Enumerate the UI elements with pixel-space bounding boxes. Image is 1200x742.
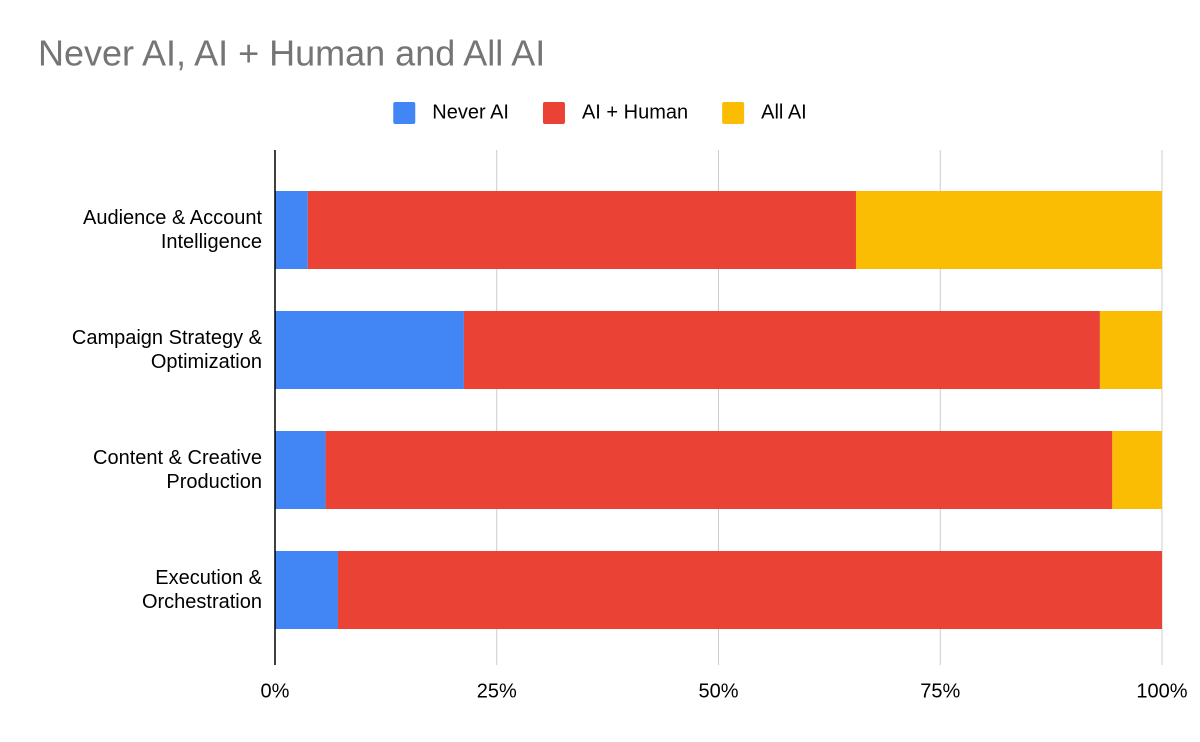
- bar-segment: [1112, 431, 1162, 509]
- bar-segment: [275, 431, 326, 509]
- x-tick-label: 25%: [477, 680, 517, 702]
- legend-label: All AI: [761, 101, 807, 123]
- bar-segment: [463, 311, 1100, 389]
- chart-title: Never AI, AI + Human and All AI: [38, 33, 545, 74]
- y-tick-label: Audience & Account Intelligence: [82, 207, 262, 253]
- bar-segment: [275, 311, 464, 389]
- x-tick-label: 0%: [261, 680, 290, 702]
- y-tick-label: Execution & Orchestration: [141, 567, 262, 613]
- bar-segment: [275, 551, 338, 629]
- bar-segment: [307, 191, 856, 269]
- x-tick-label: 100%: [1136, 680, 1187, 702]
- bar-segment: [325, 431, 1113, 509]
- legend-swatch: [393, 102, 416, 124]
- legend-label: Never AI: [432, 101, 509, 123]
- legend-swatch: [722, 102, 745, 124]
- bar-segment: [275, 191, 308, 269]
- y-tick-label: Campaign Strategy & Optimization: [71, 327, 262, 373]
- y-tick-label: Content & Creative Production: [93, 447, 262, 493]
- legend-label: AI + Human: [582, 101, 688, 123]
- legend-swatch: [542, 102, 565, 124]
- bar-segment: [1099, 311, 1162, 389]
- bar-segment: [855, 191, 1162, 269]
- x-tick-label: 50%: [698, 680, 738, 702]
- x-tick-label: 75%: [920, 680, 960, 702]
- bar-segment: [337, 551, 1162, 629]
